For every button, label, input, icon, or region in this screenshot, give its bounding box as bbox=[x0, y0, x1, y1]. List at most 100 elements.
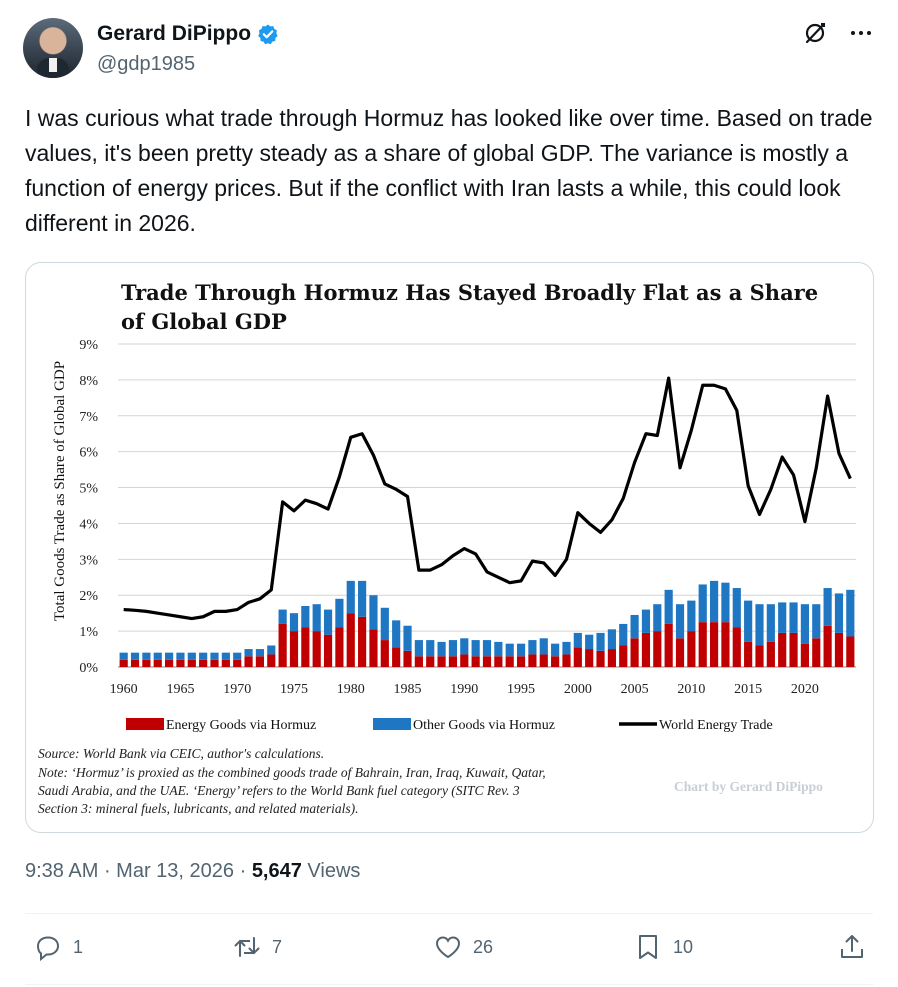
series-line-world-energy bbox=[123, 376, 852, 621]
bar-other bbox=[516, 643, 526, 657]
x-tick-label: 1975 bbox=[280, 682, 308, 697]
bar-energy bbox=[709, 622, 719, 667]
tweet-media-chart[interactable]: Trade Through Hormuz Has Stayed Broadly … bbox=[25, 262, 874, 833]
bar-energy bbox=[426, 656, 435, 667]
bar-other bbox=[766, 604, 775, 642]
bar-energy bbox=[607, 649, 616, 667]
bar-other bbox=[721, 582, 730, 623]
tweet-meta: 9:38 AM · Mar 13, 2026 · 5,647 Views bbox=[25, 860, 360, 883]
bar-energy bbox=[119, 659, 128, 667]
bar-other bbox=[199, 652, 208, 660]
bar-energy bbox=[482, 656, 492, 667]
bar-energy bbox=[210, 659, 219, 667]
bar-energy bbox=[165, 659, 174, 667]
author-name-row[interactable]: Gerard DiPippo bbox=[97, 22, 279, 46]
legend-energy-label: Energy Goods via Hormuz bbox=[166, 718, 316, 733]
bar-other bbox=[653, 604, 662, 632]
bar-other bbox=[619, 623, 628, 646]
bar-energy bbox=[812, 638, 821, 667]
bar-other bbox=[312, 604, 321, 632]
bookmark-button[interactable]: 10 bbox=[633, 932, 693, 962]
y-tick-label: 1% bbox=[79, 625, 98, 640]
legend-world-label: World Energy Trade bbox=[659, 718, 773, 733]
tweet-time[interactable]: 9:38 AM bbox=[25, 860, 99, 882]
bar-other bbox=[414, 640, 423, 657]
bookmark-icon bbox=[639, 935, 657, 959]
reply-button[interactable]: 1 bbox=[33, 932, 83, 962]
bar-other bbox=[823, 588, 832, 626]
bar-other bbox=[403, 625, 412, 651]
meta-separator-2: · bbox=[234, 860, 252, 882]
bar-energy bbox=[494, 656, 503, 667]
bar-other bbox=[641, 609, 651, 633]
tweet-date[interactable]: Mar 13, 2026 bbox=[116, 860, 235, 882]
reply-icon bbox=[36, 936, 60, 962]
bar-energy bbox=[437, 656, 446, 667]
bar-other bbox=[176, 652, 185, 660]
like-button[interactable]: 26 bbox=[433, 932, 493, 962]
display-name[interactable]: Gerard DiPippo bbox=[97, 22, 252, 45]
more-options-icon[interactable] bbox=[848, 20, 874, 46]
bar-energy bbox=[721, 622, 730, 667]
divider bbox=[25, 913, 873, 914]
bar-other bbox=[755, 604, 764, 646]
bar-energy bbox=[233, 659, 242, 667]
bar-energy bbox=[153, 659, 162, 667]
bar-energy bbox=[823, 625, 832, 667]
y-tick-label: 8% bbox=[79, 374, 98, 389]
divider-bottom bbox=[25, 984, 873, 985]
repost-button[interactable]: 7 bbox=[232, 932, 282, 962]
bar-energy bbox=[653, 631, 662, 667]
bar-other bbox=[573, 632, 582, 648]
bar-energy bbox=[585, 649, 594, 667]
y-axis-label: Total Goods Trade as Share of Global GDP bbox=[52, 361, 68, 621]
x-tick-label: 1995 bbox=[507, 682, 535, 697]
bar-other bbox=[744, 600, 753, 642]
bar-energy bbox=[267, 654, 276, 667]
x-tick-label: 1980 bbox=[337, 682, 365, 697]
reply-count: 1 bbox=[73, 936, 84, 957]
bar-other bbox=[562, 641, 571, 655]
heart-icon bbox=[435, 936, 461, 959]
bar-energy bbox=[221, 659, 230, 667]
bar-energy bbox=[846, 636, 855, 667]
bar-other bbox=[607, 629, 616, 650]
bar-other bbox=[142, 652, 151, 660]
bar-energy bbox=[278, 623, 287, 667]
bar-energy bbox=[244, 656, 253, 667]
bar-energy bbox=[698, 622, 707, 667]
bar-other bbox=[255, 649, 265, 657]
repost-count: 7 bbox=[272, 936, 283, 957]
bar-energy bbox=[380, 640, 389, 667]
bar-energy bbox=[369, 629, 378, 667]
bar-other bbox=[323, 609, 333, 635]
bar-energy bbox=[516, 656, 526, 667]
bar-other bbox=[130, 652, 140, 660]
bar-other bbox=[471, 640, 480, 657]
legend-energy-swatch bbox=[126, 718, 164, 730]
bar-other bbox=[221, 652, 230, 660]
share-button[interactable] bbox=[837, 932, 867, 962]
avatar[interactable] bbox=[23, 18, 83, 78]
grok-icon[interactable] bbox=[802, 20, 828, 46]
bar-energy bbox=[301, 627, 310, 667]
user-handle[interactable]: @gdp1985 bbox=[97, 53, 196, 75]
bar-other bbox=[119, 652, 128, 660]
bar-other bbox=[834, 593, 844, 633]
bar-energy bbox=[732, 627, 741, 667]
bar-other bbox=[630, 614, 639, 639]
bar-energy bbox=[335, 627, 344, 667]
bar-energy bbox=[834, 632, 844, 667]
bar-energy bbox=[289, 631, 299, 667]
share-icon bbox=[841, 935, 863, 958]
bar-other bbox=[153, 652, 162, 660]
bar-energy bbox=[641, 632, 651, 667]
bar-energy bbox=[255, 656, 265, 667]
chart-title-line-2: of Global GDP bbox=[121, 309, 287, 334]
x-tick-label: 1970 bbox=[223, 682, 251, 697]
bar-energy bbox=[675, 638, 685, 667]
bar-energy bbox=[664, 623, 673, 667]
bar-other bbox=[709, 580, 719, 623]
chart-credit: Chart by Gerard DiPippo bbox=[674, 779, 823, 794]
chart-title-line-1: Trade Through Hormuz Has Stayed Broadly … bbox=[121, 280, 818, 305]
